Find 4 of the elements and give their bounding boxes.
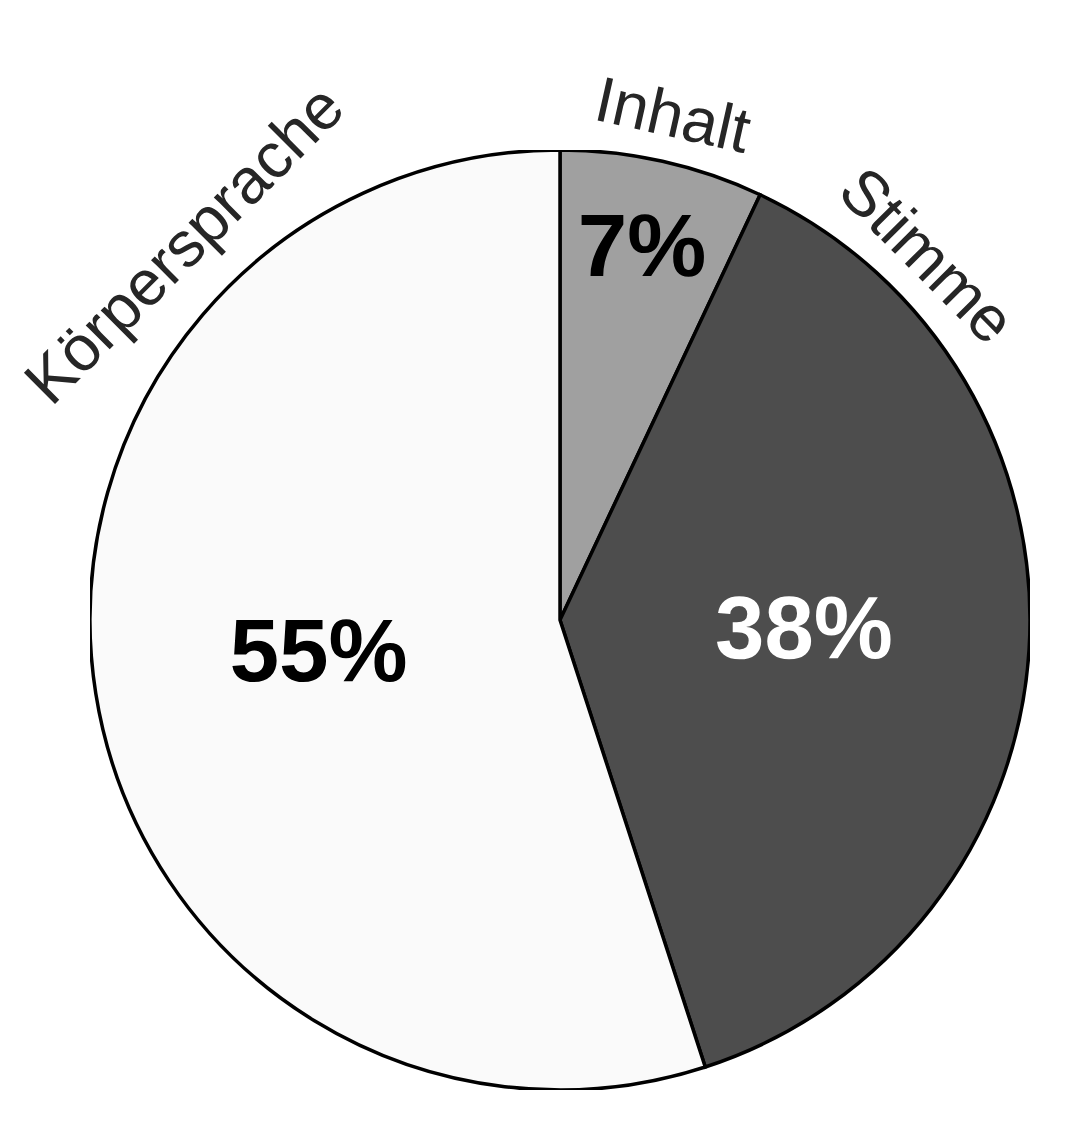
data-label: 38% xyxy=(717,596,891,660)
slice-label: Inhalt xyxy=(597,75,755,154)
data-label: 7% xyxy=(581,214,704,277)
data-label: 55% xyxy=(232,619,406,683)
